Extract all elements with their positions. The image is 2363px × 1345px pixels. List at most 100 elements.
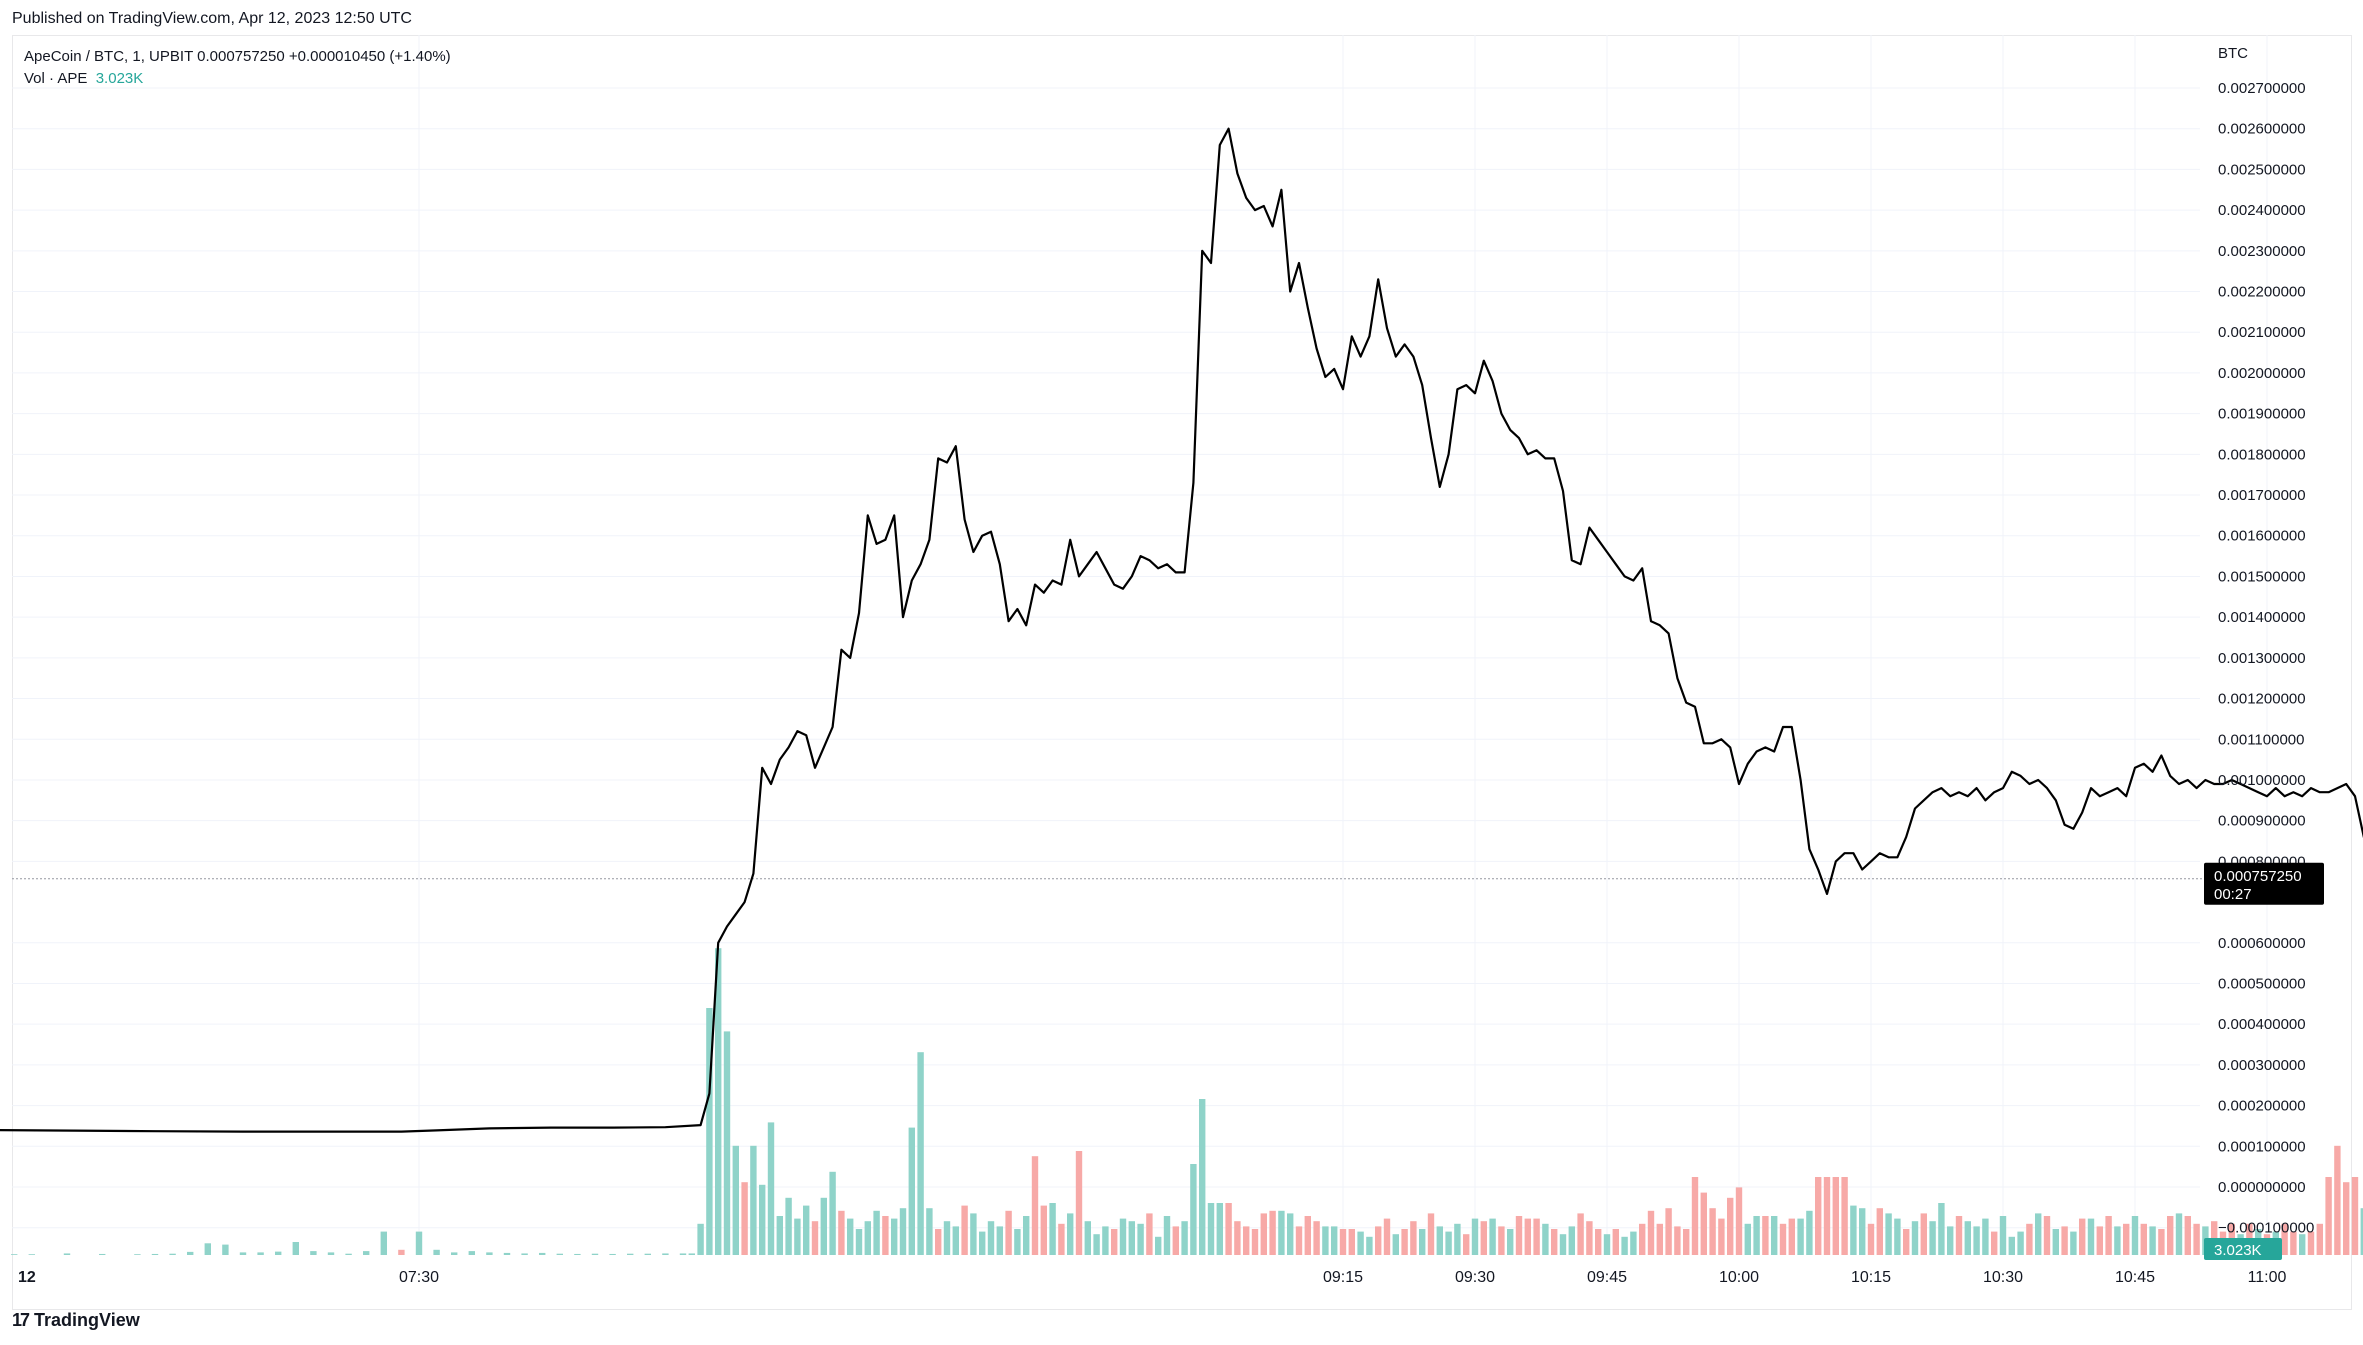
volume-bar	[679, 1253, 687, 1255]
volume-tag	[2204, 1238, 2282, 1260]
volume-bar	[1735, 1187, 1743, 1255]
volume-bar	[1894, 1218, 1901, 1255]
volume-bar	[1322, 1226, 1329, 1255]
volume-bar	[829, 1171, 836, 1255]
volume-bar	[1727, 1197, 1734, 1255]
volume-bar	[2035, 1213, 2042, 1255]
volume-bar	[1260, 1213, 1267, 1255]
volume-bar	[1251, 1229, 1259, 1255]
volume-bar	[1287, 1213, 1294, 1255]
price-line	[0, 127, 2363, 1133]
volume-bar	[1700, 1192, 1707, 1255]
volume-bar	[1269, 1210, 1276, 1255]
x-tick-label: 10:45	[2115, 1269, 2155, 1286]
x-tick-label: 07:30	[399, 1269, 439, 1286]
volume-bar	[1832, 1177, 1839, 1255]
volume-bar	[468, 1251, 475, 1255]
volume-bar	[767, 1122, 775, 1255]
volume-bar	[1040, 1205, 1047, 1255]
y-tick-label: 0.001600000	[2218, 528, 2306, 545]
volume-bar	[1190, 1164, 1197, 1255]
volume-bar	[1084, 1221, 1091, 1255]
volume-bar	[433, 1249, 440, 1255]
volume-bar	[2184, 1216, 2191, 1255]
volume-bar	[1366, 1236, 1373, 1255]
volume-bar	[134, 1254, 141, 1255]
volume-bar	[1964, 1221, 1971, 1255]
vol-value: 3.023K	[95, 70, 144, 87]
volume-bar	[1885, 1213, 1892, 1255]
volume-bar	[1067, 1213, 1074, 1255]
volume-bar	[1999, 1216, 2007, 1255]
volume-bar	[935, 1229, 942, 1255]
volume-bar	[1586, 1221, 1593, 1255]
footer-brand[interactable]: 17 TradingView	[12, 1310, 140, 1331]
volume-bar	[908, 1127, 915, 1255]
y-tick-label: 0.000300000	[2218, 1057, 2306, 1074]
volume-bar	[899, 1208, 907, 1255]
volume-bar	[327, 1252, 335, 1255]
volume-bar	[539, 1252, 546, 1255]
y-tick-label: 0.000200000	[2218, 1098, 2306, 1115]
volume-legend: Vol · APE 3.023K	[24, 68, 451, 90]
x-tick-label: 10:30	[1983, 1269, 2023, 1286]
y-tick-label: 0.001700000	[2218, 487, 2306, 504]
volume-bar	[1753, 1216, 1760, 1255]
y-tick-label: 0.001100000	[2218, 731, 2304, 748]
volume-bar	[1551, 1229, 1558, 1255]
volume-bar	[1216, 1203, 1223, 1255]
volume-bar	[1507, 1229, 1514, 1255]
published-caption: Published on TradingView.com, Apr 12, 20…	[12, 10, 412, 27]
y-tick-label: 0.002600000	[2218, 121, 2306, 138]
y-tick-label: 0.002200000	[2218, 284, 2306, 301]
volume-bar	[1278, 1210, 1285, 1255]
volume-bar	[1867, 1223, 1875, 1255]
volume-bar	[1524, 1218, 1531, 1255]
volume-bar	[11, 1254, 18, 1255]
volume-bar	[1454, 1223, 1461, 1255]
volume-bar	[1515, 1216, 1523, 1255]
volume-bar	[1348, 1229, 1355, 1255]
volume-bar	[2096, 1226, 2103, 1255]
volume-bar	[1375, 1226, 1382, 1255]
vol-label: Vol · APE	[24, 70, 88, 87]
x-tick-label: 12	[18, 1269, 36, 1286]
volume-bar	[1234, 1221, 1241, 1255]
y-tick-label: 0.001200000	[2218, 691, 2306, 708]
volume-bar	[1498, 1226, 1505, 1255]
y-tick-label: 0.000500000	[2218, 975, 2306, 992]
y-tick-label: 0.002100000	[2218, 324, 2306, 341]
volume-bar	[1920, 1213, 1927, 1255]
volume-bar	[521, 1253, 528, 1255]
volume-bar	[723, 1031, 731, 1255]
volume-bar	[1383, 1218, 1391, 1255]
volume-bar	[1058, 1223, 1065, 1255]
last-price-label: 0.000757250	[2214, 868, 2302, 885]
y-tick-label: 0.001500000	[2218, 568, 2306, 585]
volume-bar	[1841, 1177, 1848, 1255]
volume-bar	[1823, 1177, 1831, 1255]
volume-bar	[1181, 1221, 1188, 1255]
volume-bar	[1595, 1229, 1602, 1255]
volume-bar	[363, 1251, 370, 1255]
volume-bar	[1436, 1226, 1443, 1255]
volume-bar	[1876, 1208, 1883, 1255]
volume-bar	[486, 1252, 493, 1255]
volume-bar	[1463, 1234, 1470, 1255]
volume-bar	[1111, 1229, 1118, 1255]
volume-bar	[1718, 1218, 1725, 1255]
y-tick-label: −0.000100000	[2218, 1220, 2314, 1237]
volume-bar	[1630, 1231, 1637, 1255]
volume-bar	[574, 1253, 581, 1255]
volume-bar	[1603, 1234, 1611, 1255]
volume-bar	[1031, 1156, 1039, 1255]
volume-bar	[1612, 1229, 1619, 1255]
volume-bar	[187, 1251, 194, 1255]
volume-bar	[1903, 1229, 1910, 1255]
volume-bar	[1155, 1236, 1162, 1255]
volume-bar	[1313, 1221, 1320, 1255]
y-tick-label: 0.001400000	[2218, 609, 2306, 626]
volume-bar	[275, 1251, 282, 1255]
volume-bar	[1911, 1221, 1919, 1255]
